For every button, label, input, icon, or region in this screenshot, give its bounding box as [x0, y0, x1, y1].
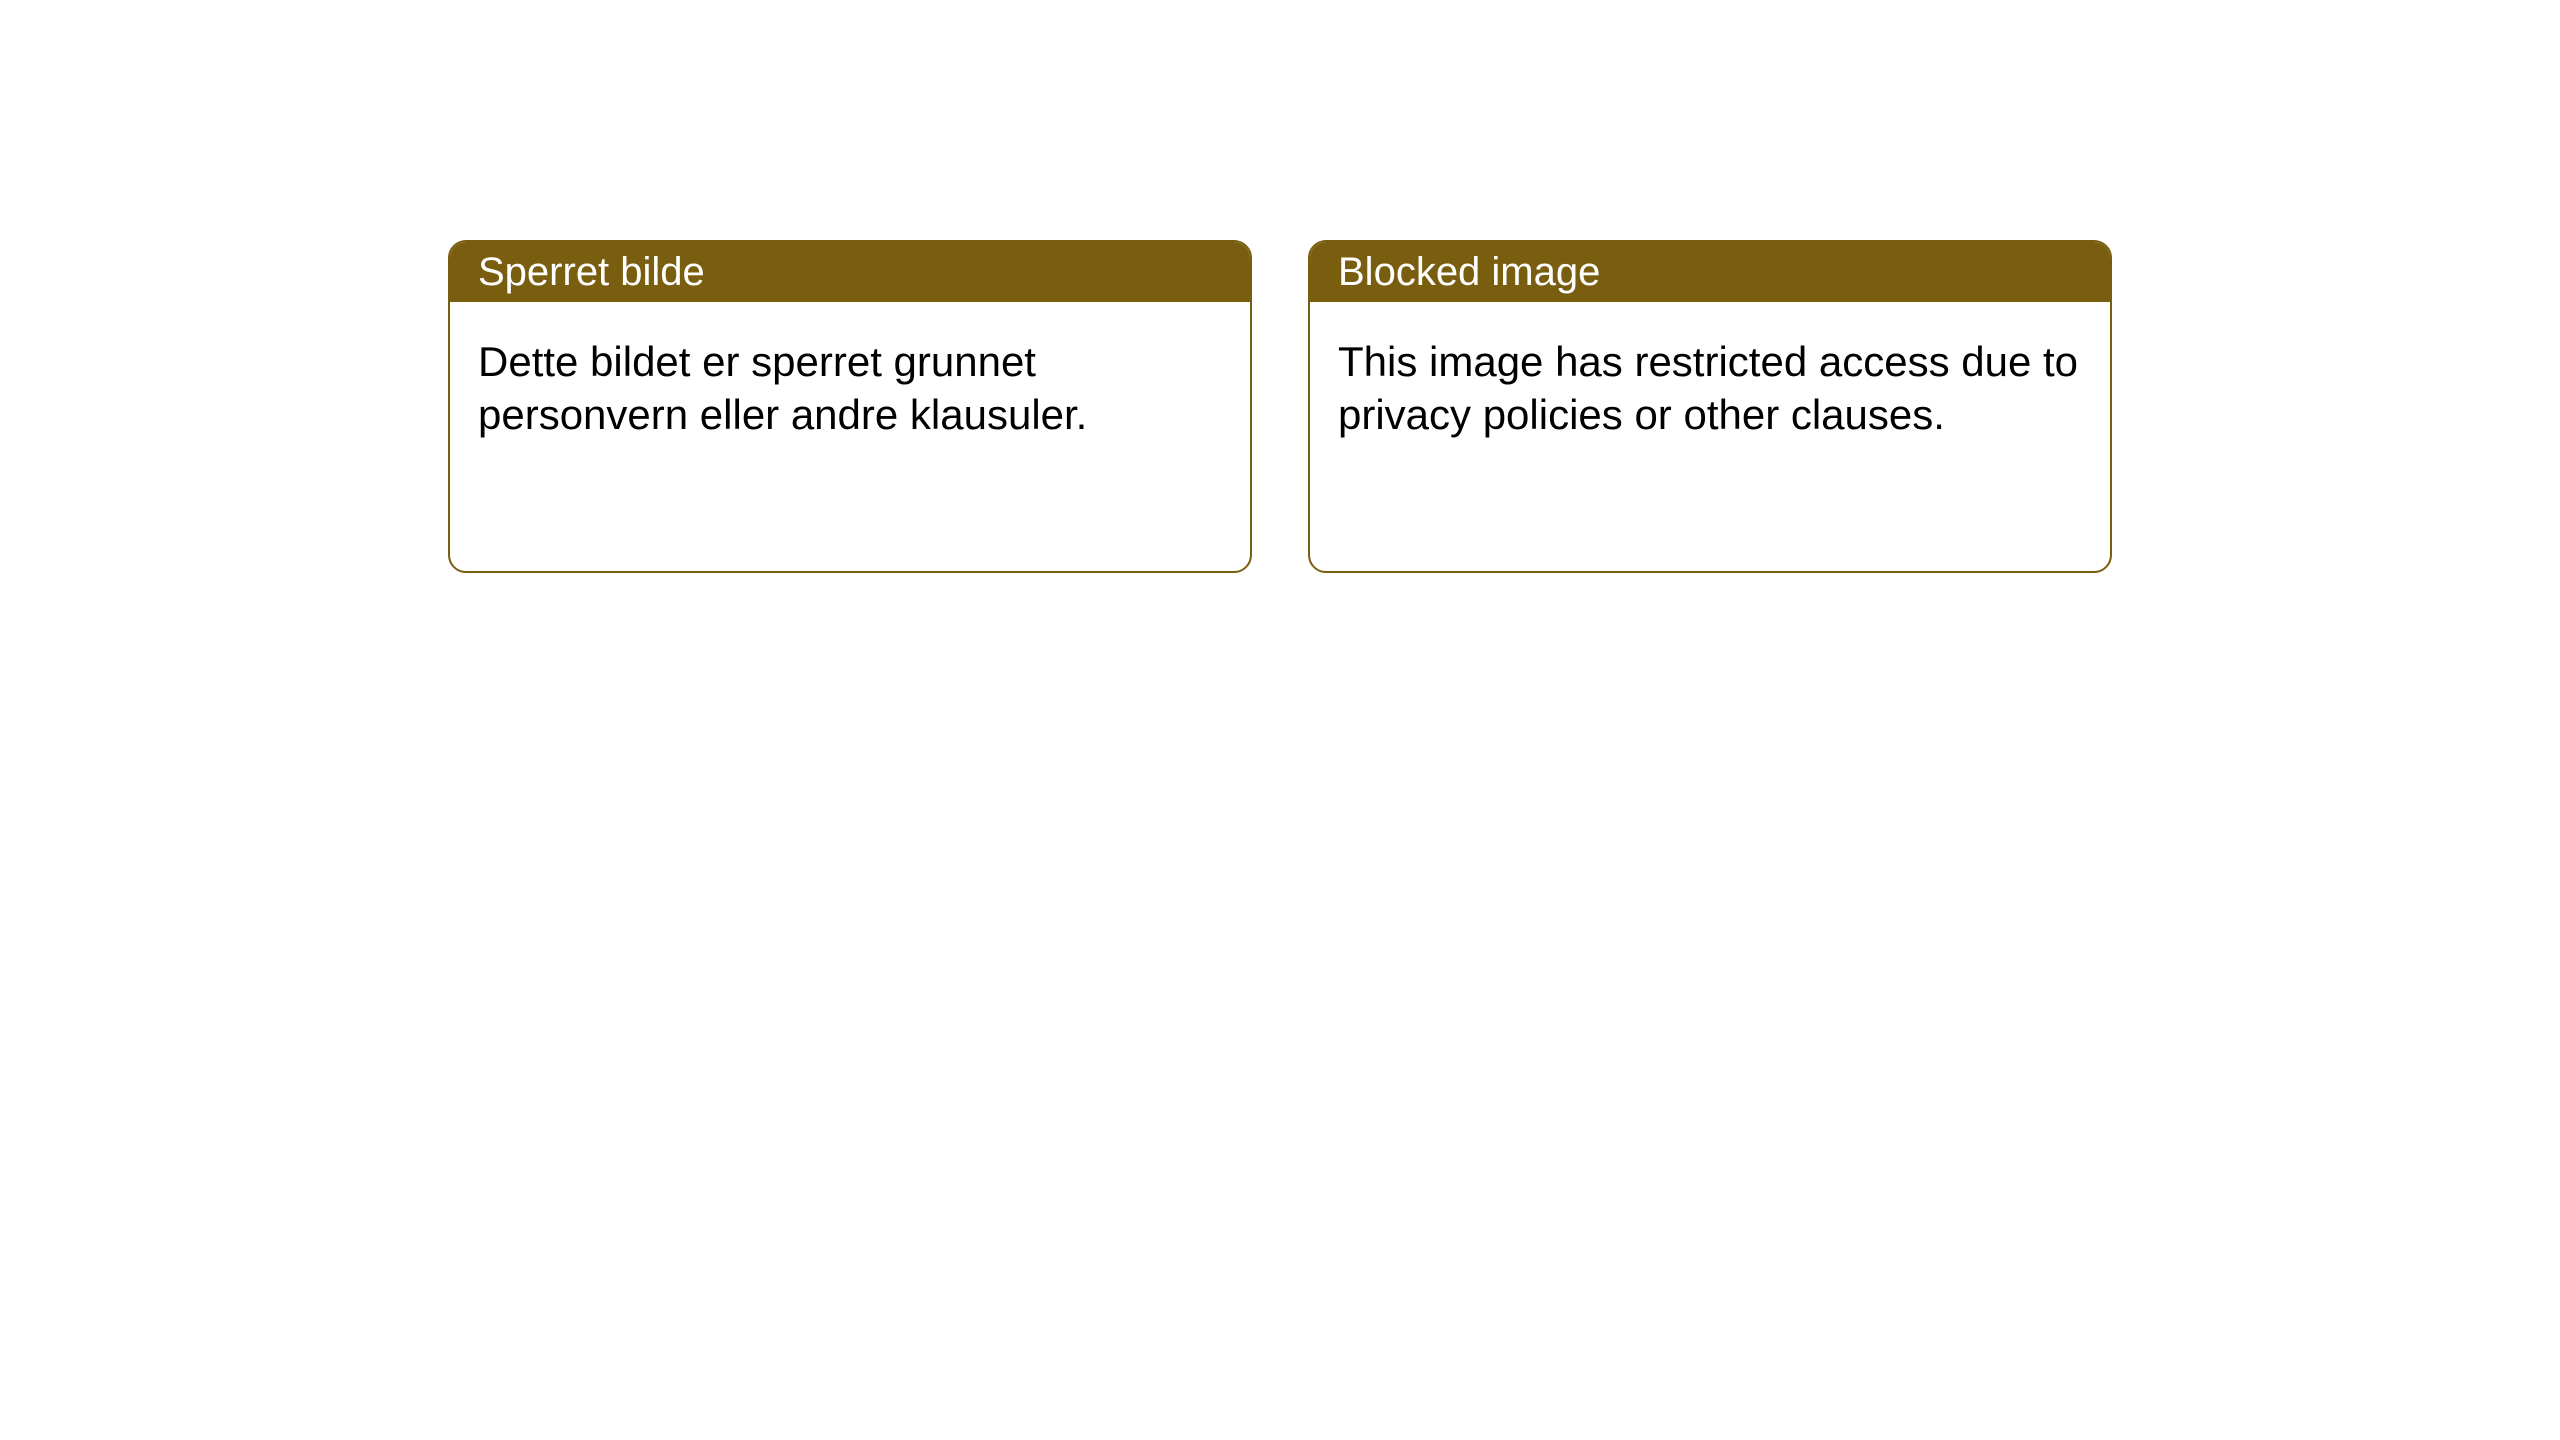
blocked-image-card-norwegian: Sperret bilde Dette bildet er sperret gr…: [448, 240, 1252, 573]
card-header: Sperret bilde: [450, 242, 1250, 302]
card-title: Blocked image: [1338, 250, 1600, 295]
card-body: This image has restricted access due to …: [1310, 302, 2110, 475]
card-body-text: Dette bildet er sperret grunnet personve…: [478, 338, 1087, 438]
blocked-image-card-english: Blocked image This image has restricted …: [1308, 240, 2112, 573]
blocked-image-cards: Sperret bilde Dette bildet er sperret gr…: [448, 240, 2560, 573]
card-body-text: This image has restricted access due to …: [1338, 338, 2078, 438]
card-header: Blocked image: [1310, 242, 2110, 302]
card-title: Sperret bilde: [478, 250, 705, 295]
card-body: Dette bildet er sperret grunnet personve…: [450, 302, 1250, 475]
